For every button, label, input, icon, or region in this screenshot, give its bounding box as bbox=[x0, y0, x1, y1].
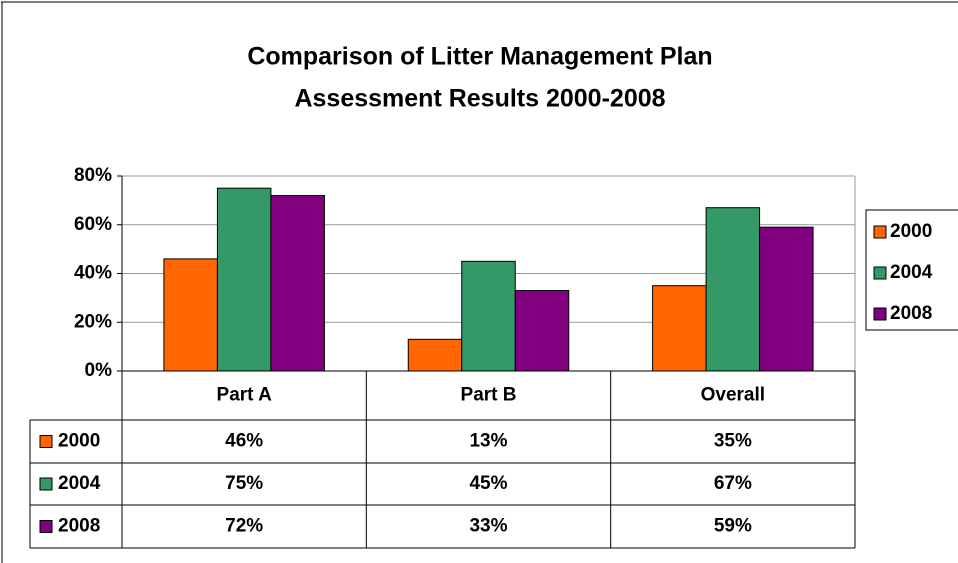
chart-title: Assessment Results 2000-2008 bbox=[294, 85, 665, 113]
chart-title: Comparison of Litter Management Plan bbox=[247, 43, 712, 71]
legend-label: 2004 bbox=[890, 262, 933, 283]
x-tick-label: Overall bbox=[701, 385, 765, 406]
legend-label: 2008 bbox=[890, 303, 932, 324]
y-tick-label: 80% bbox=[74, 165, 112, 186]
bar bbox=[461, 260, 516, 372]
bar bbox=[216, 187, 272, 372]
legend-label: 2000 bbox=[890, 221, 932, 242]
table-row-label: 2008 bbox=[58, 516, 100, 537]
table-cell: 33% bbox=[469, 516, 507, 537]
bar bbox=[407, 338, 463, 372]
table-legend-key bbox=[39, 477, 53, 491]
bar bbox=[270, 195, 325, 372]
bar bbox=[759, 226, 814, 372]
table-cell: 59% bbox=[714, 516, 752, 537]
table-cell: 46% bbox=[225, 431, 263, 452]
table-cell: 67% bbox=[714, 473, 752, 494]
bar bbox=[705, 207, 761, 372]
legend-key bbox=[873, 225, 887, 239]
table-legend-key bbox=[39, 435, 53, 448]
table-cell: 13% bbox=[469, 431, 507, 452]
y-tick-label: 20% bbox=[74, 311, 112, 332]
table-cell: 72% bbox=[225, 516, 263, 537]
table-legend-key bbox=[39, 520, 53, 533]
x-tick-label: Part B bbox=[461, 385, 517, 406]
table-row-label: 2000 bbox=[58, 431, 100, 452]
legend-key bbox=[873, 307, 887, 321]
y-tick-label: 0% bbox=[85, 360, 113, 381]
table-cell: 35% bbox=[714, 431, 752, 452]
bar bbox=[514, 290, 570, 372]
y-tick-label: 60% bbox=[74, 214, 112, 235]
y-tick-label: 40% bbox=[74, 263, 112, 284]
bar bbox=[163, 258, 218, 372]
x-tick-label: Part A bbox=[217, 385, 273, 406]
table-cell: 45% bbox=[469, 473, 507, 494]
bar bbox=[652, 285, 707, 372]
table-row-label: 2004 bbox=[58, 473, 101, 494]
table-cell: 75% bbox=[225, 473, 263, 494]
legend-key bbox=[873, 266, 887, 280]
